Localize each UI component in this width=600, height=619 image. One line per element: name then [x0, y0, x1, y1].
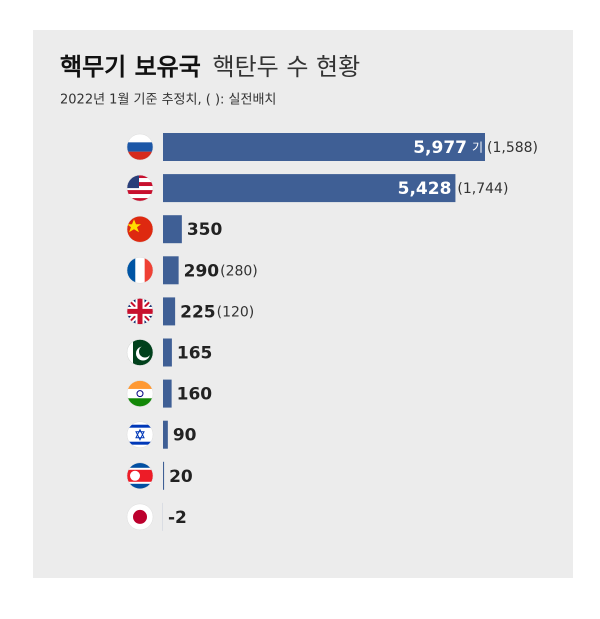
bar — [163, 462, 164, 490]
bar — [163, 339, 172, 367]
value-label: 5,428 — [398, 179, 452, 199]
bar — [163, 215, 182, 243]
flag-part — [139, 346, 151, 358]
deployed-label: (1,588) — [487, 140, 538, 156]
bar — [163, 380, 172, 408]
value-label: 90 — [173, 426, 197, 446]
value-label: 290 — [184, 261, 220, 281]
value-label: -2 — [168, 508, 187, 528]
value-label: 165 — [177, 344, 213, 364]
title-main: 핵무기 보유국 — [60, 53, 201, 81]
card — [33, 30, 573, 578]
deployed-label: (280) — [220, 263, 258, 279]
subtitle: 2022년 1월 기준 추정치, ( ): 실전배치 — [60, 93, 276, 108]
flag-part — [126, 190, 154, 194]
bar — [163, 421, 168, 449]
unit-label: 기 — [472, 141, 483, 155]
value-label: 225 — [180, 302, 216, 322]
flag-part — [135, 256, 144, 284]
deployed-label: (1,744) — [457, 181, 508, 197]
flag-part — [133, 510, 147, 524]
value-label: 160 — [177, 385, 213, 405]
value-label: 20 — [169, 467, 193, 487]
value-label: 350 — [187, 220, 223, 240]
title-rest: 핵탄두 수 현황 — [212, 53, 360, 81]
flag-part — [130, 471, 140, 481]
bar — [163, 297, 175, 325]
deployed-label: (120) — [217, 304, 255, 320]
bar — [163, 256, 179, 284]
flag-part — [126, 142, 154, 151]
value-label: 5,977 — [413, 138, 467, 158]
